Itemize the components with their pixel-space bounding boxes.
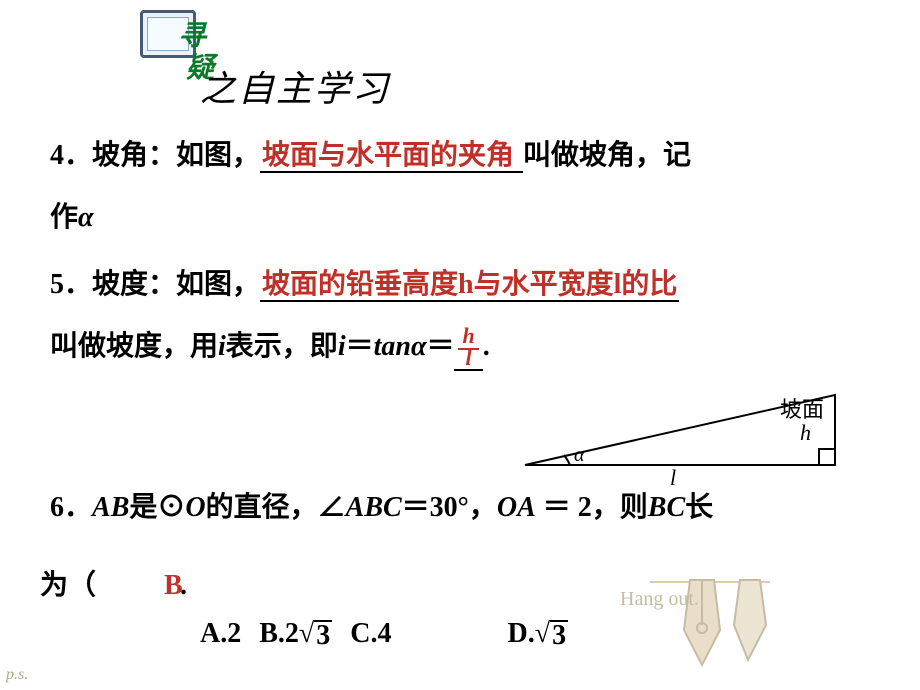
- q4-fill: 坡面与水平面的夹角: [260, 140, 516, 173]
- clip-watermark: [650, 570, 770, 680]
- hangout-watermark: Hang out.: [620, 588, 699, 611]
- choice-d: D.√3: [508, 618, 569, 650]
- q5-prefix: 5．坡度：如图，: [50, 269, 260, 300]
- q6-t2: 的直径，∠: [206, 492, 346, 523]
- q6-bc: BC: [648, 492, 685, 523]
- diagram-h: h: [800, 420, 811, 445]
- ps-watermark: p.s.: [6, 666, 28, 684]
- diagram-slope-label: 坡面: [780, 397, 824, 422]
- q4-suffix: 叫做坡角，记: [523, 140, 691, 171]
- q6-t1: 是⊙: [129, 492, 185, 523]
- q4-line1: 4．坡角：如图，坡面与水平面的夹角 叫做坡角，记: [50, 125, 880, 187]
- q5-l2a: 叫做坡度，用: [50, 331, 218, 362]
- q5-line1: 5．坡度：如图，坡面的铅垂高度h与水平宽度l的比: [50, 254, 880, 316]
- q6-o: O: [185, 492, 205, 523]
- q4-line2: 作α: [50, 187, 880, 249]
- q5-frac-den: l: [462, 345, 476, 370]
- slope-diagram: 坡面 h l α: [510, 385, 850, 485]
- q5-i: i: [218, 331, 226, 362]
- diagram-alpha: α: [574, 444, 585, 466]
- q6-answer: B: [164, 570, 183, 602]
- q4-prefix: 4．坡角：如图，: [50, 140, 260, 171]
- q5-line2: 叫做坡度，用i表示，即i＝tanα＝hl.: [50, 316, 880, 378]
- q5-tan: tanα: [374, 331, 427, 362]
- choice-row: A.2 B.2√3 C.4 D.√3: [200, 618, 568, 650]
- q6-line1: 6．AB是⊙O的直径，∠ABC＝30°，OA ＝ 2，则BC长: [50, 477, 880, 539]
- choice-b: B.2√3: [259, 618, 332, 650]
- q6-t5: 长: [685, 492, 713, 523]
- q4-alpha: α: [78, 202, 94, 233]
- q6-t4: ＝ 2，则: [536, 492, 648, 523]
- choice-c: C.4: [350, 618, 391, 650]
- q4-l2a: 作: [50, 202, 78, 233]
- q5-i2: i: [338, 331, 346, 362]
- q6-t3: ＝30°，: [402, 492, 497, 523]
- q5-eq: ＝: [346, 331, 374, 362]
- q5-frac: hl: [454, 325, 482, 371]
- q6-abc: ABC: [346, 492, 402, 523]
- q6-ab: AB: [92, 492, 129, 523]
- q6-oa: OA: [497, 492, 536, 523]
- q6-prefix: 6．: [50, 492, 92, 523]
- choice-a: A.2: [200, 618, 241, 650]
- q5-l2b: 表示，即: [226, 331, 338, 362]
- q5-eq2: ＝: [426, 331, 454, 362]
- section-title: 之自主学习: [200, 60, 390, 112]
- q5-dot: .: [483, 331, 490, 362]
- q5-fill: 坡面的铅垂高度h与水平宽度l的比: [260, 269, 679, 302]
- diagram-l: l: [670, 465, 676, 485]
